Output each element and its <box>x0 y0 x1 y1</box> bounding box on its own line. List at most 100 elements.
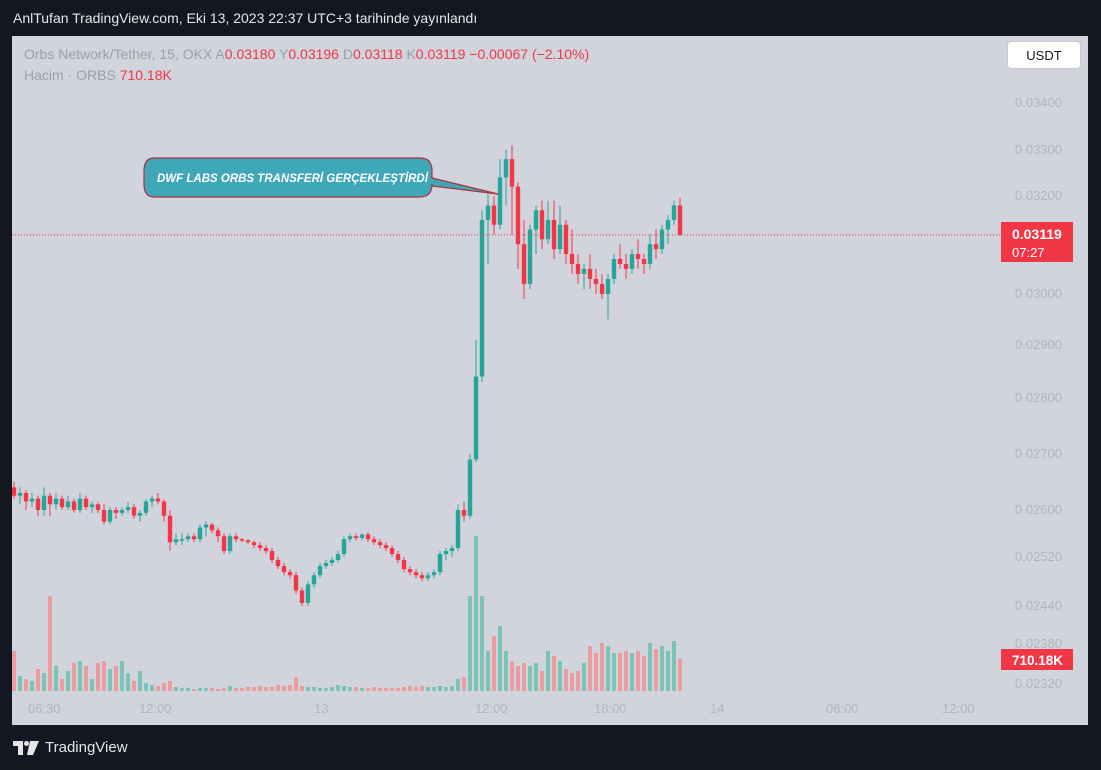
volume-bar <box>90 679 94 691</box>
candle-body <box>245 540 251 543</box>
candle-body <box>593 278 599 284</box>
volume-bar <box>252 687 256 691</box>
high-value: 0.03196 <box>288 46 339 62</box>
candle-body <box>623 263 629 269</box>
candle-body <box>197 527 203 540</box>
volume-label[interactable]: Hacim · ORBS <box>24 67 116 83</box>
price-tick-label: 0.03400 <box>1015 95 1062 110</box>
volume-bar <box>672 641 676 691</box>
candle-body <box>71 501 77 510</box>
volume-bar <box>12 651 16 691</box>
candle-body <box>29 498 35 502</box>
volume-badge: 710.18K <box>1001 649 1073 670</box>
tradingview-logo[interactable]: TradingView <box>13 739 128 756</box>
candle-body <box>665 219 671 230</box>
candle-body <box>371 539 377 543</box>
volume-bar <box>36 669 40 691</box>
candle-body <box>89 504 95 508</box>
bar-countdown: 07:27 <box>1012 245 1045 260</box>
volume-bar <box>660 646 664 691</box>
volume-bar <box>576 671 580 691</box>
price-tick-label: 0.02800 <box>1015 390 1062 405</box>
currency-button[interactable]: USDT <box>1007 41 1081 69</box>
volume-bar <box>348 687 352 691</box>
candle-body <box>209 524 215 531</box>
volume-bar <box>294 677 298 691</box>
price-tick-label: 0.02700 <box>1015 446 1062 461</box>
candle-body <box>551 219 557 250</box>
candle-body <box>503 159 509 178</box>
time-axis[interactable]: 06:30 12:00 13 12:00 18:00 14 06:00 12:00 <box>28 701 975 716</box>
volume-bar <box>336 685 340 691</box>
candle-body <box>275 560 281 567</box>
price-axis[interactable]: 0.03400 0.03300 0.03200 0.03000 0.02900 0.028… <box>1015 95 1062 691</box>
volume-bar <box>162 683 166 691</box>
chart-panel[interactable]: 0.03400 0.03300 0.03200 0.03000 0.02900 0.028… <box>12 36 1088 725</box>
candle-body <box>527 229 533 284</box>
volume-bar <box>144 683 148 691</box>
candlestick-chart[interactable]: 0.03400 0.03300 0.03200 0.03000 0.02900 0.028… <box>12 36 1088 725</box>
volume-bar <box>606 646 610 691</box>
volume-bar <box>258 686 262 691</box>
volume-bar <box>378 688 382 691</box>
candle-body <box>671 205 677 220</box>
volume-bar <box>210 688 214 691</box>
candle-body <box>401 560 407 570</box>
price-candles <box>12 145 683 606</box>
candle-body <box>473 376 479 460</box>
volume-bar <box>402 687 406 691</box>
volume-bar <box>372 687 376 691</box>
close-label: K <box>406 46 416 62</box>
candle-body <box>335 554 341 561</box>
symbol-label[interactable]: Orbs Network/Tether, 15, OKX <box>24 46 213 62</box>
candle-body <box>521 244 527 284</box>
volume-bar <box>84 666 88 691</box>
candle-body <box>137 512 143 516</box>
candle-body <box>179 539 185 541</box>
candle-body <box>227 536 233 552</box>
volume-bar <box>528 666 532 691</box>
candle-body <box>329 560 335 564</box>
candle-body <box>587 268 593 279</box>
volume-bar <box>78 661 82 691</box>
volume-bar <box>570 673 574 691</box>
candle-body <box>461 510 467 516</box>
volume-bar <box>324 688 328 691</box>
last-price-value: 0.03119 <box>1012 226 1062 242</box>
change-value: −0.00067 (−2.10%) <box>469 46 590 62</box>
volume-bar <box>648 643 652 691</box>
time-tick-label: 14 <box>710 701 724 716</box>
volume-bar <box>192 689 196 691</box>
volume-bar <box>510 661 514 691</box>
candle-body <box>203 524 209 528</box>
candle-body <box>425 575 431 579</box>
candle-body <box>347 536 353 540</box>
candle-body <box>515 186 521 245</box>
candle-body <box>41 495 47 510</box>
candle-body <box>119 510 125 513</box>
last-price-badge: 0.03119 07:27 <box>1001 222 1073 262</box>
candle-body <box>581 268 587 274</box>
volume-bar <box>300 686 304 691</box>
annotation-callout[interactable]: DWF LABS ORBS TRANSFERİ GERÇEKLEŞTİRDİ <box>143 157 499 198</box>
candle-body <box>83 498 89 508</box>
candle-body <box>221 536 227 552</box>
price-tick-label: 0.02520 <box>1015 549 1062 564</box>
candle-body <box>449 548 455 552</box>
volume-bar <box>174 687 178 691</box>
candle-body <box>317 566 323 576</box>
volume-bar <box>678 659 682 691</box>
candle-body <box>383 545 389 549</box>
price-tick-label: 0.02900 <box>1015 337 1062 352</box>
volume-bar <box>222 688 226 691</box>
high-label: Y <box>279 46 289 62</box>
volume-bar <box>540 671 544 691</box>
volume-bar <box>498 626 502 691</box>
candle-body <box>563 224 569 255</box>
volume-bar <box>60 679 64 691</box>
candle-body <box>95 504 101 510</box>
candle-body <box>479 219 485 377</box>
time-tick-label: 12:00 <box>475 701 508 716</box>
volume-bar <box>102 661 106 691</box>
candle-body <box>611 258 617 279</box>
